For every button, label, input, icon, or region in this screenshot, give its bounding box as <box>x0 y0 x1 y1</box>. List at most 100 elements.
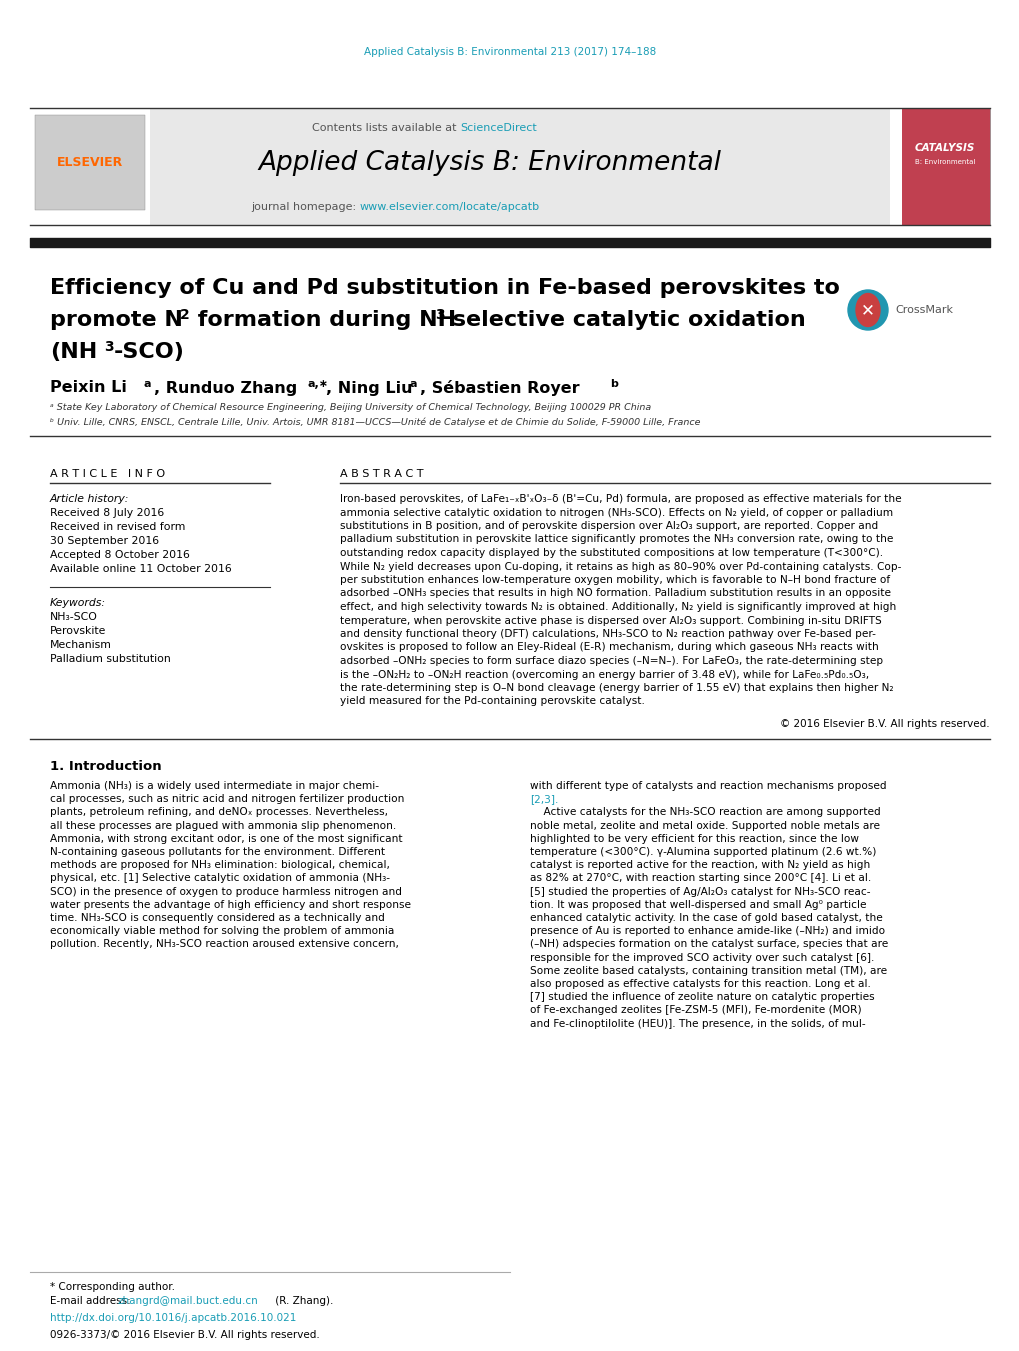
Circle shape <box>847 290 888 330</box>
Text: (NH: (NH <box>50 342 97 362</box>
Text: SCO) in the presence of oxygen to produce harmless nitrogen and: SCO) in the presence of oxygen to produc… <box>50 886 401 897</box>
Bar <box>30 108 890 226</box>
Text: B: Environmental: B: Environmental <box>914 159 974 165</box>
Text: 1. Introduction: 1. Introduction <box>50 759 161 773</box>
Text: ᵃ State Key Laboratory of Chemical Resource Engineering, Beijing University of C: ᵃ State Key Laboratory of Chemical Resou… <box>50 404 650 412</box>
Text: temperature, when perovskite active phase is dispersed over Al₂O₃ support. Combi: temperature, when perovskite active phas… <box>339 616 880 626</box>
Text: is the –ON₂H₂ to –ON₂H reaction (overcoming an energy barrier of 3.48 eV), while: is the –ON₂H₂ to –ON₂H reaction (overcom… <box>339 670 868 680</box>
Text: [2,3].: [2,3]. <box>530 794 557 804</box>
Text: and density functional theory (DFT) calculations, NH₃-SCO to N₂ reaction pathway: and density functional theory (DFT) calc… <box>339 630 875 639</box>
Text: ovskites is proposed to follow an Eley-Rideal (E-R) mechanism, during which gase: ovskites is proposed to follow an Eley-R… <box>339 643 878 653</box>
Text: Keywords:: Keywords: <box>50 598 106 608</box>
Text: CATALYSIS: CATALYSIS <box>914 143 974 153</box>
Text: Received 8 July 2016: Received 8 July 2016 <box>50 508 164 517</box>
Text: a: a <box>144 380 152 389</box>
Text: 30 September 2016: 30 September 2016 <box>50 536 159 546</box>
Text: Accepted 8 October 2016: Accepted 8 October 2016 <box>50 550 190 561</box>
Text: 0926-3373/© 2016 Elsevier B.V. All rights reserved.: 0926-3373/© 2016 Elsevier B.V. All right… <box>50 1329 319 1340</box>
Text: the rate-determining step is O–N bond cleavage (energy barrier of 1.55 eV) that : the rate-determining step is O–N bond cl… <box>339 684 893 693</box>
Text: While N₂ yield decreases upon Cu-doping, it retains as high as 80–90% over Pd-co: While N₂ yield decreases upon Cu-doping,… <box>339 562 901 571</box>
Text: Article history:: Article history: <box>50 494 129 504</box>
Text: cal processes, such as nitric acid and nitrogen fertilizer production: cal processes, such as nitric acid and n… <box>50 794 404 804</box>
Text: Applied Catalysis B: Environmental: Applied Catalysis B: Environmental <box>258 150 720 176</box>
Text: http://dx.doi.org/10.1016/j.apcatb.2016.10.021: http://dx.doi.org/10.1016/j.apcatb.2016.… <box>50 1313 297 1323</box>
Text: Iron-based perovskites, of LaFe₁₋ₓB'ₓO₃₋δ (B'=Cu, Pd) formula, are proposed as e: Iron-based perovskites, of LaFe₁₋ₓB'ₓO₃₋… <box>339 494 901 504</box>
Text: promote N: promote N <box>50 309 182 330</box>
Text: ✕: ✕ <box>860 301 874 319</box>
Text: Applied Catalysis B: Environmental 213 (2017) 174–188: Applied Catalysis B: Environmental 213 (… <box>364 47 655 57</box>
Text: zhangrd@mail.buct.edu.cn: zhangrd@mail.buct.edu.cn <box>118 1296 259 1306</box>
Text: , Runduo Zhang: , Runduo Zhang <box>154 381 297 396</box>
Text: pollution. Recently, NH₃-SCO reaction aroused extensive concern,: pollution. Recently, NH₃-SCO reaction ar… <box>50 939 398 950</box>
Text: and Fe-clinoptilolite (HEU)]. The presence, in the solids, of mul-: and Fe-clinoptilolite (HEU)]. The presen… <box>530 1019 865 1028</box>
Text: , Ning Liu: , Ning Liu <box>326 381 412 396</box>
Text: NH₃-SCO: NH₃-SCO <box>50 612 98 621</box>
Text: a,∗: a,∗ <box>308 380 329 389</box>
Text: 3: 3 <box>104 340 113 354</box>
Text: water presents the advantage of high efficiency and short response: water presents the advantage of high eff… <box>50 900 411 909</box>
Text: palladium substitution in perovskite lattice significantly promotes the NH₃ conv: palladium substitution in perovskite lat… <box>339 535 893 544</box>
Text: © 2016 Elsevier B.V. All rights reserved.: © 2016 Elsevier B.V. All rights reserved… <box>780 719 989 730</box>
Text: Perovskite: Perovskite <box>50 626 106 636</box>
Text: physical, etc. [1] Selective catalytic oxidation of ammonia (NH₃-: physical, etc. [1] Selective catalytic o… <box>50 873 389 884</box>
Text: (–NH) adspecies formation on the catalyst surface, species that are: (–NH) adspecies formation on the catalys… <box>530 939 888 950</box>
Text: methods are proposed for NH₃ elimination: biological, chemical,: methods are proposed for NH₃ elimination… <box>50 861 389 870</box>
Text: responsible for the improved SCO activity over such catalyst [6].: responsible for the improved SCO activit… <box>530 952 873 963</box>
Text: formation during NH: formation during NH <box>190 309 455 330</box>
Text: all these processes are plagued with ammonia slip phenomenon.: all these processes are plagued with amm… <box>50 820 395 831</box>
Text: CrossMark: CrossMark <box>894 305 952 315</box>
Text: 3: 3 <box>434 308 444 322</box>
Bar <box>890 108 901 226</box>
Text: [7] studied the influence of zeolite nature on catalytic properties: [7] studied the influence of zeolite nat… <box>530 992 873 1002</box>
Text: Palladium substitution: Palladium substitution <box>50 654 170 663</box>
Text: Efficiency of Cu and Pd substitution in Fe-based perovskites to: Efficiency of Cu and Pd substitution in … <box>50 278 839 299</box>
Text: 2: 2 <box>179 308 190 322</box>
Text: Available online 11 October 2016: Available online 11 October 2016 <box>50 563 231 574</box>
Text: yield measured for the Pd-containing perovskite catalyst.: yield measured for the Pd-containing per… <box>339 697 644 707</box>
Text: adsorbed –ONH₂ species to form surface diazo species (–N=N–). For LaFeO₃, the ra: adsorbed –ONH₂ species to form surface d… <box>339 657 882 666</box>
Text: catalyst is reported active for the reaction, with N₂ yield as high: catalyst is reported active for the reac… <box>530 861 869 870</box>
Text: Active catalysts for the NH₃-SCO reaction are among supported: Active catalysts for the NH₃-SCO reactio… <box>530 808 879 817</box>
Text: , Sébastien Royer: , Sébastien Royer <box>420 380 579 396</box>
Bar <box>35 115 145 209</box>
Text: noble metal, zeolite and metal oxide. Supported noble metals are: noble metal, zeolite and metal oxide. Su… <box>530 820 879 831</box>
Text: Ammonia (NH₃) is a widely used intermediate in major chemi-: Ammonia (NH₃) is a widely used intermedi… <box>50 781 379 790</box>
Text: ᵇ Univ. Lille, CNRS, ENSCL, Centrale Lille, Univ. Artois, UMR 8181—UCCS—Unité de: ᵇ Univ. Lille, CNRS, ENSCL, Centrale Lil… <box>50 417 700 427</box>
Text: * Corresponding author.: * Corresponding author. <box>50 1282 175 1292</box>
Text: selective catalytic oxidation: selective catalytic oxidation <box>444 309 805 330</box>
Text: tion. It was proposed that well-dispersed and small Ag⁰ particle: tion. It was proposed that well-disperse… <box>530 900 866 909</box>
Text: temperature (<300°C). γ-Alumina supported platinum (2.6 wt.%): temperature (<300°C). γ-Alumina supporte… <box>530 847 875 857</box>
Text: A B S T R A C T: A B S T R A C T <box>339 469 423 480</box>
Bar <box>890 108 989 226</box>
Text: a: a <box>410 380 417 389</box>
Text: ammonia selective catalytic oxidation to nitrogen (NH₃-SCO). Effects on N₂ yield: ammonia selective catalytic oxidation to… <box>339 508 893 517</box>
Text: A R T I C L E   I N F O: A R T I C L E I N F O <box>50 469 165 480</box>
Text: highlighted to be very efficient for this reaction, since the low: highlighted to be very efficient for thi… <box>530 834 858 844</box>
Text: N-containing gaseous pollutants for the environment. Different: N-containing gaseous pollutants for the … <box>50 847 385 857</box>
Text: Some zeolite based catalysts, containing transition metal (TM), are: Some zeolite based catalysts, containing… <box>530 966 887 975</box>
Text: journal homepage:: journal homepage: <box>251 203 360 212</box>
Text: Mechanism: Mechanism <box>50 640 112 650</box>
Text: economically viable method for solving the problem of ammonia: economically viable method for solving t… <box>50 927 394 936</box>
Text: also proposed as effective catalysts for this reaction. Long et al.: also proposed as effective catalysts for… <box>530 979 870 989</box>
Bar <box>30 108 150 226</box>
Text: b: b <box>609 380 618 389</box>
Text: Received in revised form: Received in revised form <box>50 521 185 532</box>
Text: substitutions in B position, and of perovskite dispersion over Al₂O₃ support, ar: substitutions in B position, and of pero… <box>339 521 877 531</box>
Text: [5] studied the properties of Ag/Al₂O₃ catalyst for NH₃-SCO reac-: [5] studied the properties of Ag/Al₂O₃ c… <box>530 886 869 897</box>
Text: with different type of catalysts and reaction mechanisms proposed: with different type of catalysts and rea… <box>530 781 886 790</box>
Text: Contents lists available at: Contents lists available at <box>312 123 460 132</box>
Text: as 82% at 270°C, with reaction starting since 200°C [4]. Li et al.: as 82% at 270°C, with reaction starting … <box>530 873 870 884</box>
Text: of Fe-exchanged zeolites [Fe-ZSM-5 (MFI), Fe-mordenite (MOR): of Fe-exchanged zeolites [Fe-ZSM-5 (MFI)… <box>530 1005 861 1016</box>
Text: time. NH₃-SCO is consequently considered as a technically and: time. NH₃-SCO is consequently considered… <box>50 913 384 923</box>
Text: www.elsevier.com/locate/apcatb: www.elsevier.com/locate/apcatb <box>360 203 540 212</box>
Text: -SCO): -SCO) <box>114 342 184 362</box>
Text: outstanding redox capacity displayed by the substituted compositions at low temp: outstanding redox capacity displayed by … <box>339 549 882 558</box>
Text: plants, petroleum refining, and deNOₓ processes. Nevertheless,: plants, petroleum refining, and deNOₓ pr… <box>50 808 387 817</box>
Text: ELSEVIER: ELSEVIER <box>57 157 123 169</box>
Text: presence of Au is reported to enhance amide-like (–NH₂) and imido: presence of Au is reported to enhance am… <box>530 927 884 936</box>
Text: enhanced catalytic activity. In the case of gold based catalyst, the: enhanced catalytic activity. In the case… <box>530 913 881 923</box>
Text: (R. Zhang).: (R. Zhang). <box>272 1296 333 1306</box>
Text: Ammonia, with strong excitant odor, is one of the most significant: Ammonia, with strong excitant odor, is o… <box>50 834 403 844</box>
Text: Peixin Li: Peixin Li <box>50 381 126 396</box>
